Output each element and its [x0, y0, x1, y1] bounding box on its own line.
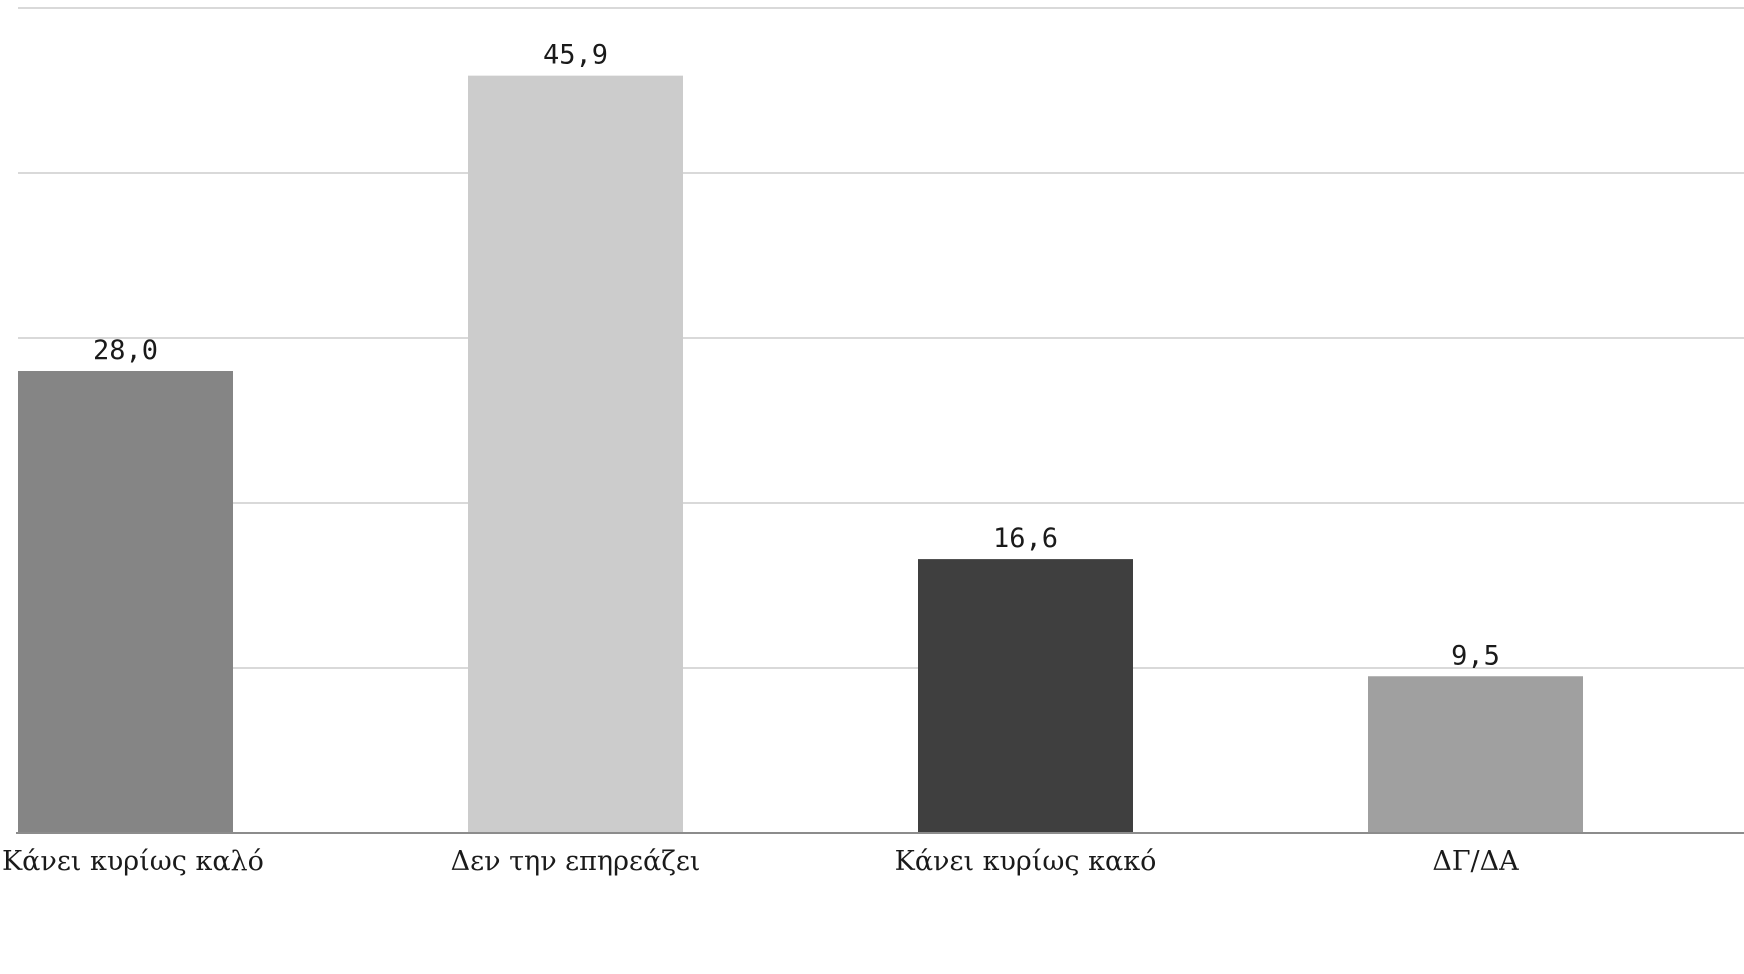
category-tick-label: Κάνει κυρίως καλό	[2, 846, 264, 877]
bar-value-label: 45,9	[543, 40, 608, 71]
bar	[468, 75, 683, 833]
gridlines	[18, 7, 1744, 669]
category-tick-label: Δεν την επηρεάζει	[451, 846, 701, 877]
category-tick-label: ΔΓ/ΔΑ	[1432, 846, 1519, 877]
category-tick-label: Κάνει κυρίως κακό	[895, 846, 1157, 877]
bar-value-label: 28,0	[93, 335, 158, 366]
bars	[18, 75, 1583, 833]
category-labels: Κάνει κυρίως καλό Δεν την επηρεάζει Κάνει …	[2, 846, 1519, 877]
bar	[1368, 676, 1583, 833]
bar	[18, 371, 233, 833]
bar-value-label: 9,5	[1451, 640, 1500, 671]
value-labels: 28,0 45,9 16,6 9,5	[93, 40, 1500, 672]
bar-value-label: 16,6	[993, 523, 1058, 554]
bar	[918, 559, 1133, 833]
